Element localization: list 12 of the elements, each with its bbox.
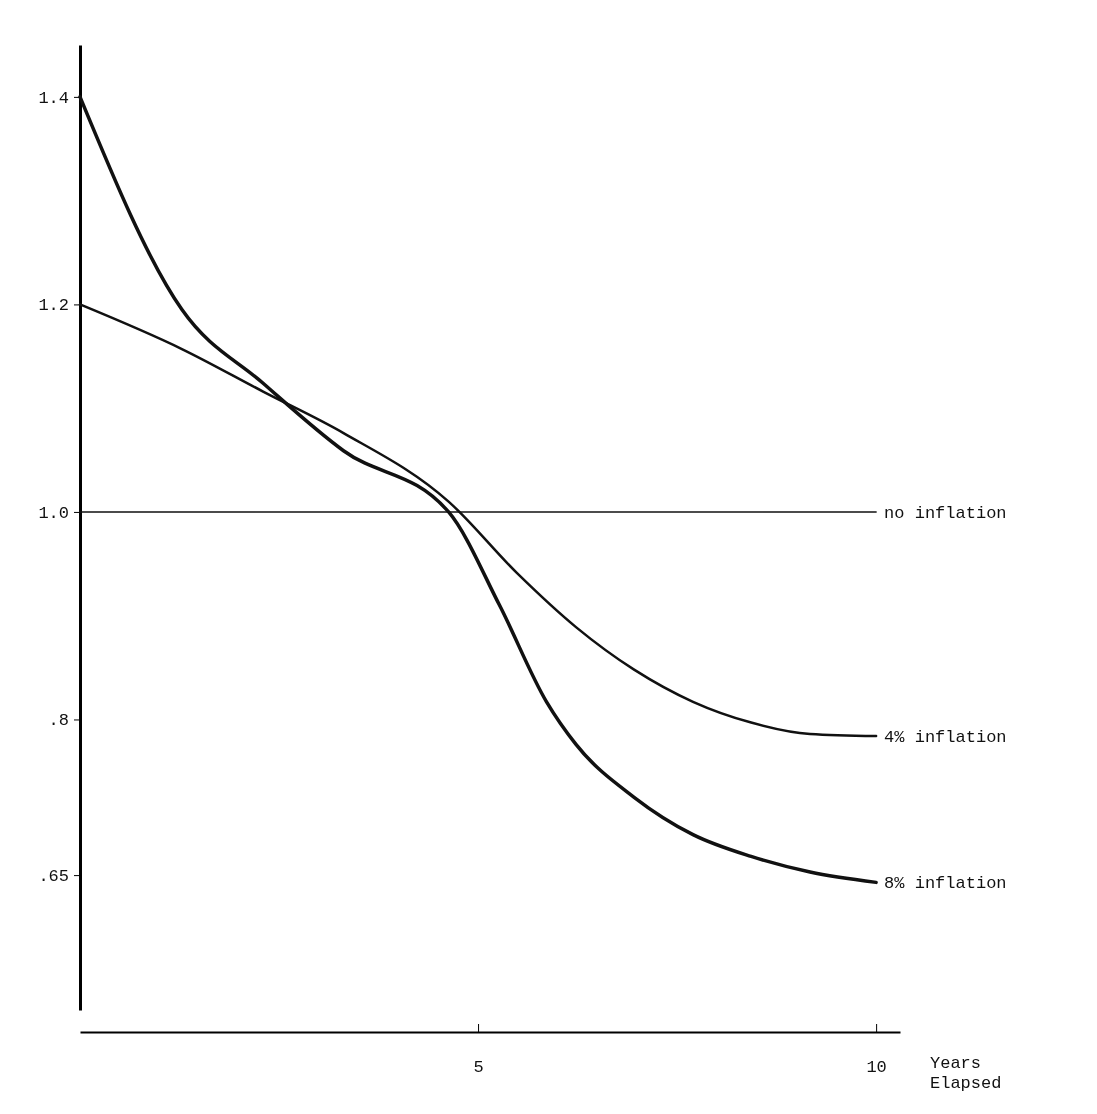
y-tick-label: .65	[38, 867, 69, 887]
x-tick-label: 10	[866, 1058, 887, 1078]
y-tick-label: 1.4	[38, 88, 69, 108]
series-label: 4% inflation	[884, 728, 1007, 748]
series-label: no inflation	[884, 503, 1007, 523]
y-tick-label: .8	[48, 711, 69, 731]
y-tick-label: 1.2	[38, 296, 69, 316]
x-tick-label: 5	[473, 1058, 484, 1078]
series-label: 8% inflation	[884, 874, 1007, 894]
line-series	[78, 95, 878, 885]
x-axis-title: Years Elapsed	[930, 1054, 1002, 1094]
y-tick-label: 1.0	[38, 503, 69, 523]
